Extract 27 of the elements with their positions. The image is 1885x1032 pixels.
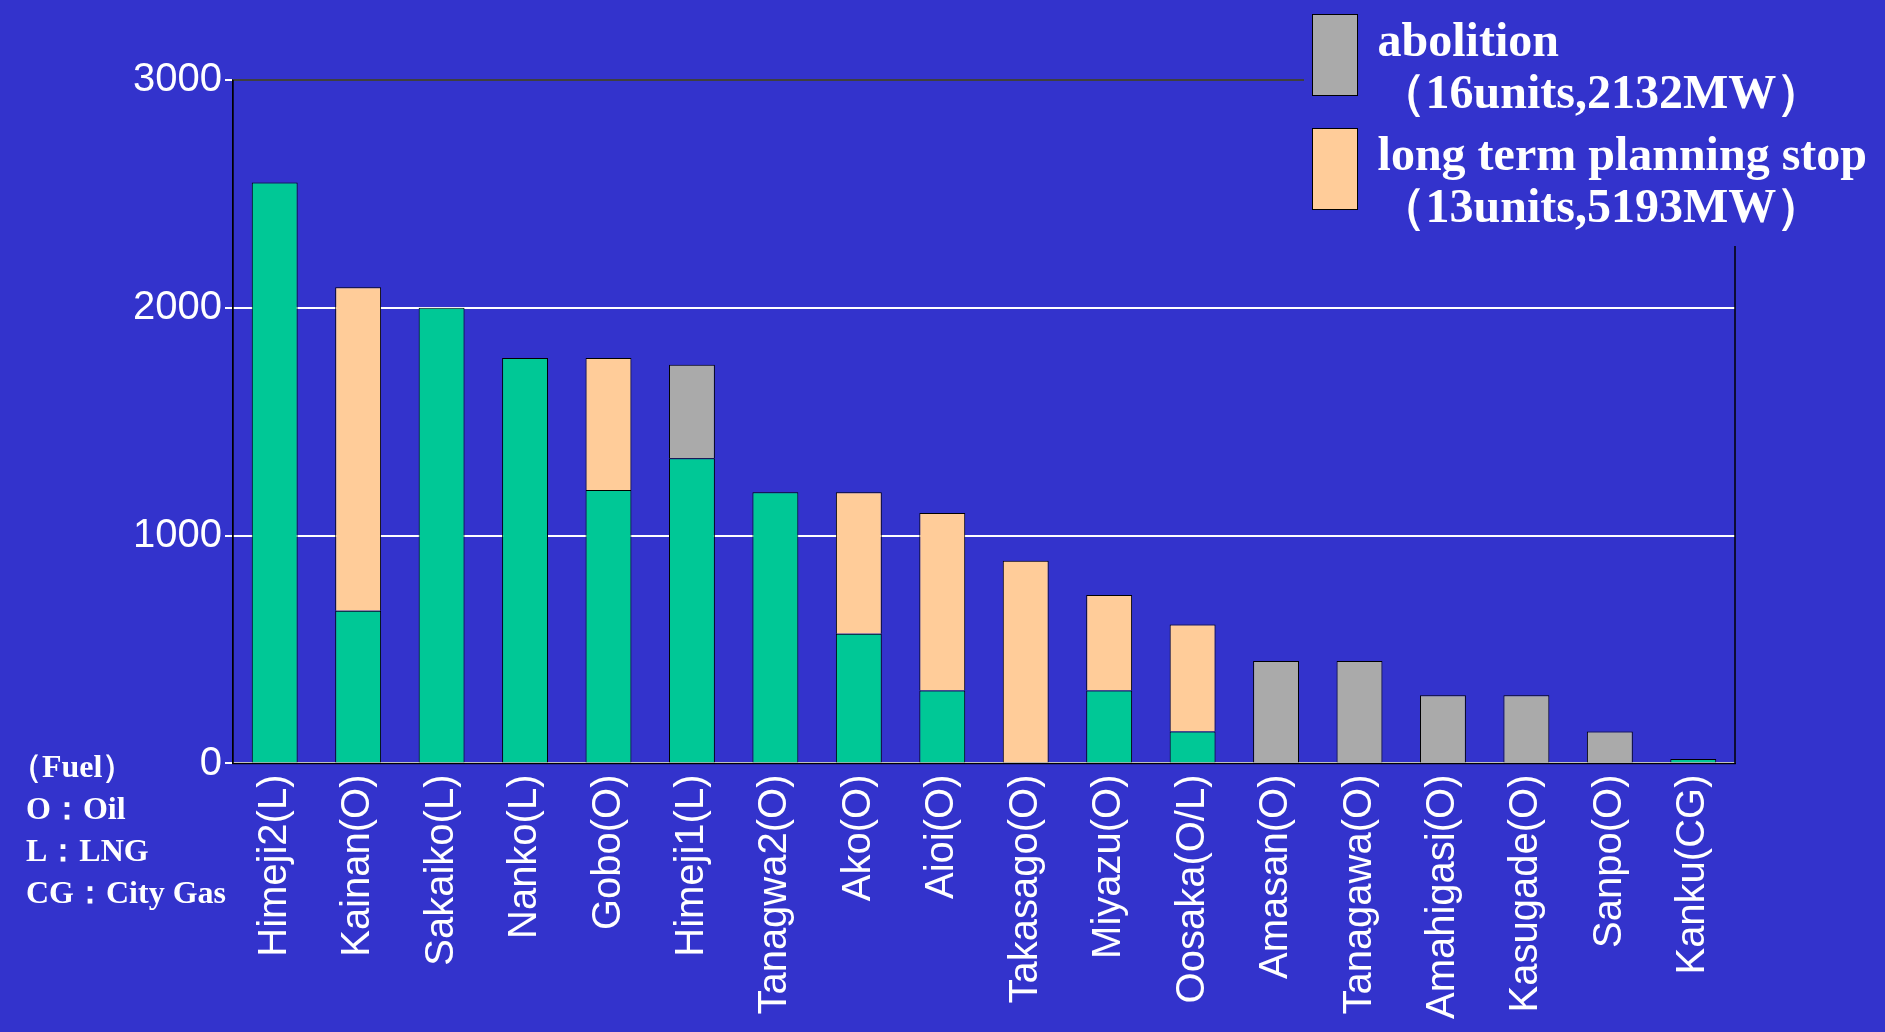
x-tick-label: Kanku(CG)	[1668, 774, 1713, 975]
y-tick-label: 3000	[133, 55, 222, 100]
text: CG：City Gas	[25, 873, 226, 912]
y-tick-label: 0	[199, 738, 222, 783]
x-tick-label: Tanagwa2(O)	[750, 774, 795, 1015]
x-tick-label: Ako(O)	[833, 774, 878, 902]
text: L：LNG	[25, 831, 150, 870]
x-tick-label: Kainan(O)	[333, 774, 378, 957]
x-tick-label: Kasugade(O)	[1501, 774, 1546, 1013]
x-tick-label: Miyazu(O)	[1084, 774, 1129, 959]
x-tick-label: Takasago(O)	[1000, 774, 1045, 1004]
x-tick-label: Gobo(O)	[583, 774, 628, 931]
y-tick-label: 1000	[133, 510, 222, 555]
y-tick-label: 2000	[133, 282, 222, 327]
x-tick-label: Aioi(O)	[917, 774, 962, 899]
x-tick-label: Amahigasi(O)	[1417, 774, 1462, 1019]
x-tick-label: Himeji1(L)	[666, 774, 711, 957]
x-tick-label: Oosaka(O/L)	[1167, 774, 1212, 1004]
x-tick-label: Himeji2(L)	[249, 774, 294, 957]
text: （Fuel）	[10, 748, 135, 784]
x-tick-label: Sanpo(O)	[1584, 774, 1629, 948]
legend-label: long term planning stop （13units,5193MW）	[1377, 127, 1867, 232]
x-tick-label: Sakaiko(L)	[416, 774, 461, 966]
x-tick-label: Amasan(O)	[1251, 774, 1296, 979]
x-tick-label: Tanagawa(O)	[1334, 774, 1379, 1015]
x-tick-label: Nanko(L)	[500, 774, 545, 939]
text: O：Oil	[25, 789, 127, 828]
